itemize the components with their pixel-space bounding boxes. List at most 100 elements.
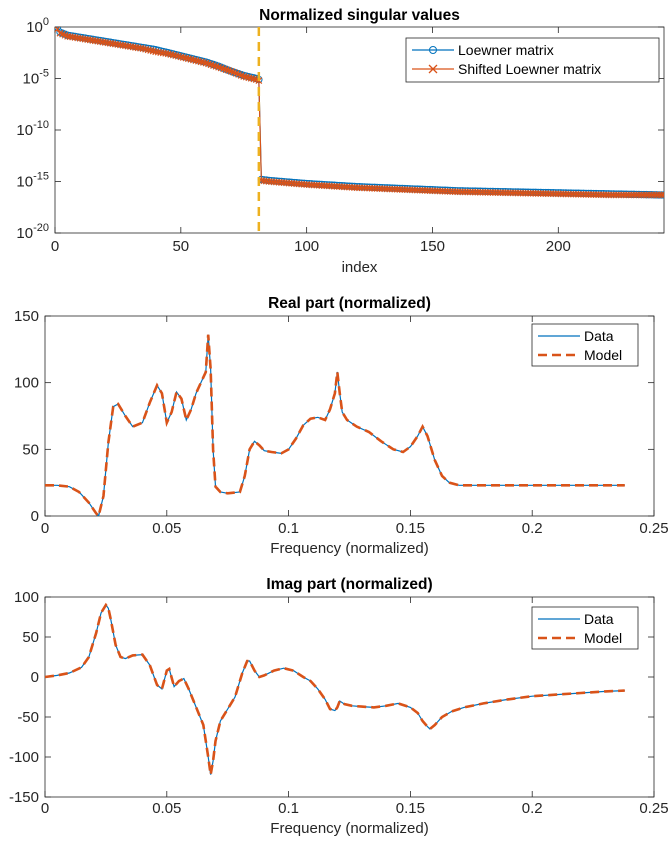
point-marker-x (189, 56, 197, 64)
x-tick-label: 0.2 (522, 800, 543, 817)
point-marker-x (590, 191, 597, 199)
point-marker-x (549, 190, 557, 198)
x-tick-label: 0 (41, 520, 49, 537)
point-marker-x (607, 191, 615, 199)
point-marker-x (200, 59, 207, 66)
x-tick-label: 0.2 (522, 520, 543, 537)
point-marker-x (479, 188, 487, 196)
point-marker-x (582, 191, 590, 198)
point-marker-x (524, 189, 532, 197)
series-line-model (45, 602, 625, 775)
point-marker-x (476, 188, 484, 196)
y-tick-label: 0 (31, 508, 39, 525)
legend-label: Model (584, 630, 622, 646)
point-marker-x (632, 191, 640, 199)
point-marker-x (575, 190, 582, 198)
y-tick-label: 10-20 (16, 222, 49, 242)
x-tick-label: 0.25 (639, 520, 668, 537)
x-tick-label: 0.15 (396, 520, 425, 537)
point-marker-x (172, 52, 180, 60)
point-marker-x (522, 189, 530, 197)
point-marker-x (182, 54, 190, 62)
y-tick-label: -50 (17, 709, 39, 726)
point-marker-x (617, 191, 625, 199)
point-marker-x (559, 190, 567, 198)
y-tick-label: 10-15 (16, 171, 49, 191)
y-tick-label: 10-10 (16, 119, 49, 139)
point-marker-x (660, 191, 664, 199)
y-tick-label: 100 (14, 589, 39, 606)
point-marker-x (179, 54, 187, 61)
point-marker-x (250, 75, 258, 83)
point-marker-x (557, 190, 565, 198)
x-tick-label: 100 (294, 238, 319, 255)
point-marker-x (650, 191, 658, 199)
point-marker-x (137, 44, 144, 52)
point-marker-x (534, 190, 542, 197)
y-tick-label: 0 (31, 669, 39, 686)
point-marker-x (494, 189, 502, 197)
chart-3: Imag part (normalized) Frequency (normali… (9, 576, 669, 837)
x-tick-label: 200 (546, 238, 571, 255)
point-marker-x (564, 190, 572, 198)
point-marker-x (491, 189, 499, 196)
point-marker-x (466, 188, 474, 196)
point-marker-x (489, 189, 497, 196)
point-marker-x (464, 188, 472, 196)
x-tick-label: 0.1 (278, 800, 299, 817)
point-marker-x (192, 57, 200, 65)
chart-title: Real part (normalized) (268, 295, 431, 312)
point-marker-x (577, 190, 585, 198)
point-marker-x (509, 189, 517, 197)
point-marker-x (484, 188, 492, 196)
point-marker-x (544, 190, 552, 198)
point-marker-x (461, 188, 469, 196)
point-marker-x (635, 191, 643, 199)
point-marker-x (187, 55, 195, 63)
point-marker-x (507, 189, 514, 197)
point-marker-x (195, 57, 202, 65)
point-marker-x (486, 189, 494, 196)
y-tick-label: -100 (9, 749, 39, 766)
legend-label: Model (584, 347, 622, 363)
data-layer (45, 602, 625, 775)
point-marker-x (514, 189, 522, 197)
point-marker-x (615, 191, 623, 199)
point-marker-x (471, 188, 479, 196)
point-marker-x (572, 190, 580, 198)
y-tick-label: 150 (14, 308, 39, 325)
point-marker-x (562, 190, 570, 198)
x-axis-label: Frequency (normalized) (270, 540, 428, 557)
legend: Data Model (531, 606, 639, 650)
point-marker-x (164, 50, 172, 58)
point-marker-x (519, 189, 527, 197)
point-marker-x (625, 191, 633, 199)
point-marker-x (567, 190, 575, 198)
chart-title: Normalized singular values (259, 7, 460, 24)
legend-marker-x (428, 64, 438, 74)
point-marker-x (655, 191, 663, 199)
chart-2: Real part (normalized) Frequency (normali… (14, 295, 669, 557)
point-marker-x (595, 191, 602, 199)
point-marker-x (147, 47, 155, 54)
y-tick-label: -150 (9, 789, 39, 806)
legend-box (405, 37, 660, 83)
x-tick-label: 0 (41, 800, 49, 817)
point-marker-x (504, 189, 512, 197)
point-marker-x (469, 188, 477, 196)
legend-box (531, 323, 639, 367)
point-marker-x (640, 191, 648, 199)
y-tick-label: 100 (26, 16, 49, 36)
y-tick-label: 50 (22, 629, 39, 646)
point-marker-x (630, 191, 638, 199)
point-marker-x (645, 191, 653, 199)
plot-area (44, 596, 655, 798)
point-marker-x (547, 190, 555, 198)
x-tick-label: 0.25 (639, 800, 668, 817)
point-marker-x (612, 191, 620, 199)
point-marker-x (529, 189, 537, 197)
point-marker-x (177, 53, 185, 61)
point-marker-x (569, 190, 577, 198)
point-marker-x (552, 190, 560, 198)
